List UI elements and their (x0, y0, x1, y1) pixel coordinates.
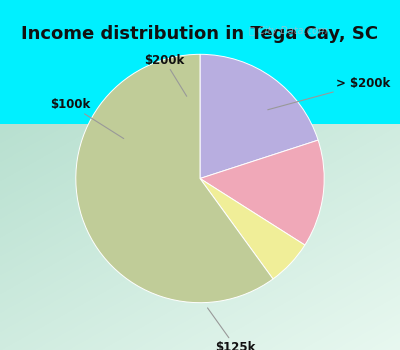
Wedge shape (76, 54, 273, 303)
Text: Asian residents: Asian residents (134, 99, 266, 114)
Text: ⓘ City-Data.com: ⓘ City-Data.com (249, 26, 328, 36)
Text: $200k: $200k (144, 54, 187, 96)
Text: > $200k: > $200k (268, 77, 390, 110)
Wedge shape (200, 178, 305, 279)
Text: $125k: $125k (208, 308, 256, 350)
Wedge shape (200, 54, 318, 178)
Text: Income distribution in Tega Cay, SC: Income distribution in Tega Cay, SC (22, 25, 378, 43)
Text: $100k: $100k (50, 98, 124, 139)
Wedge shape (200, 140, 324, 245)
Text: (%): (%) (183, 60, 217, 78)
